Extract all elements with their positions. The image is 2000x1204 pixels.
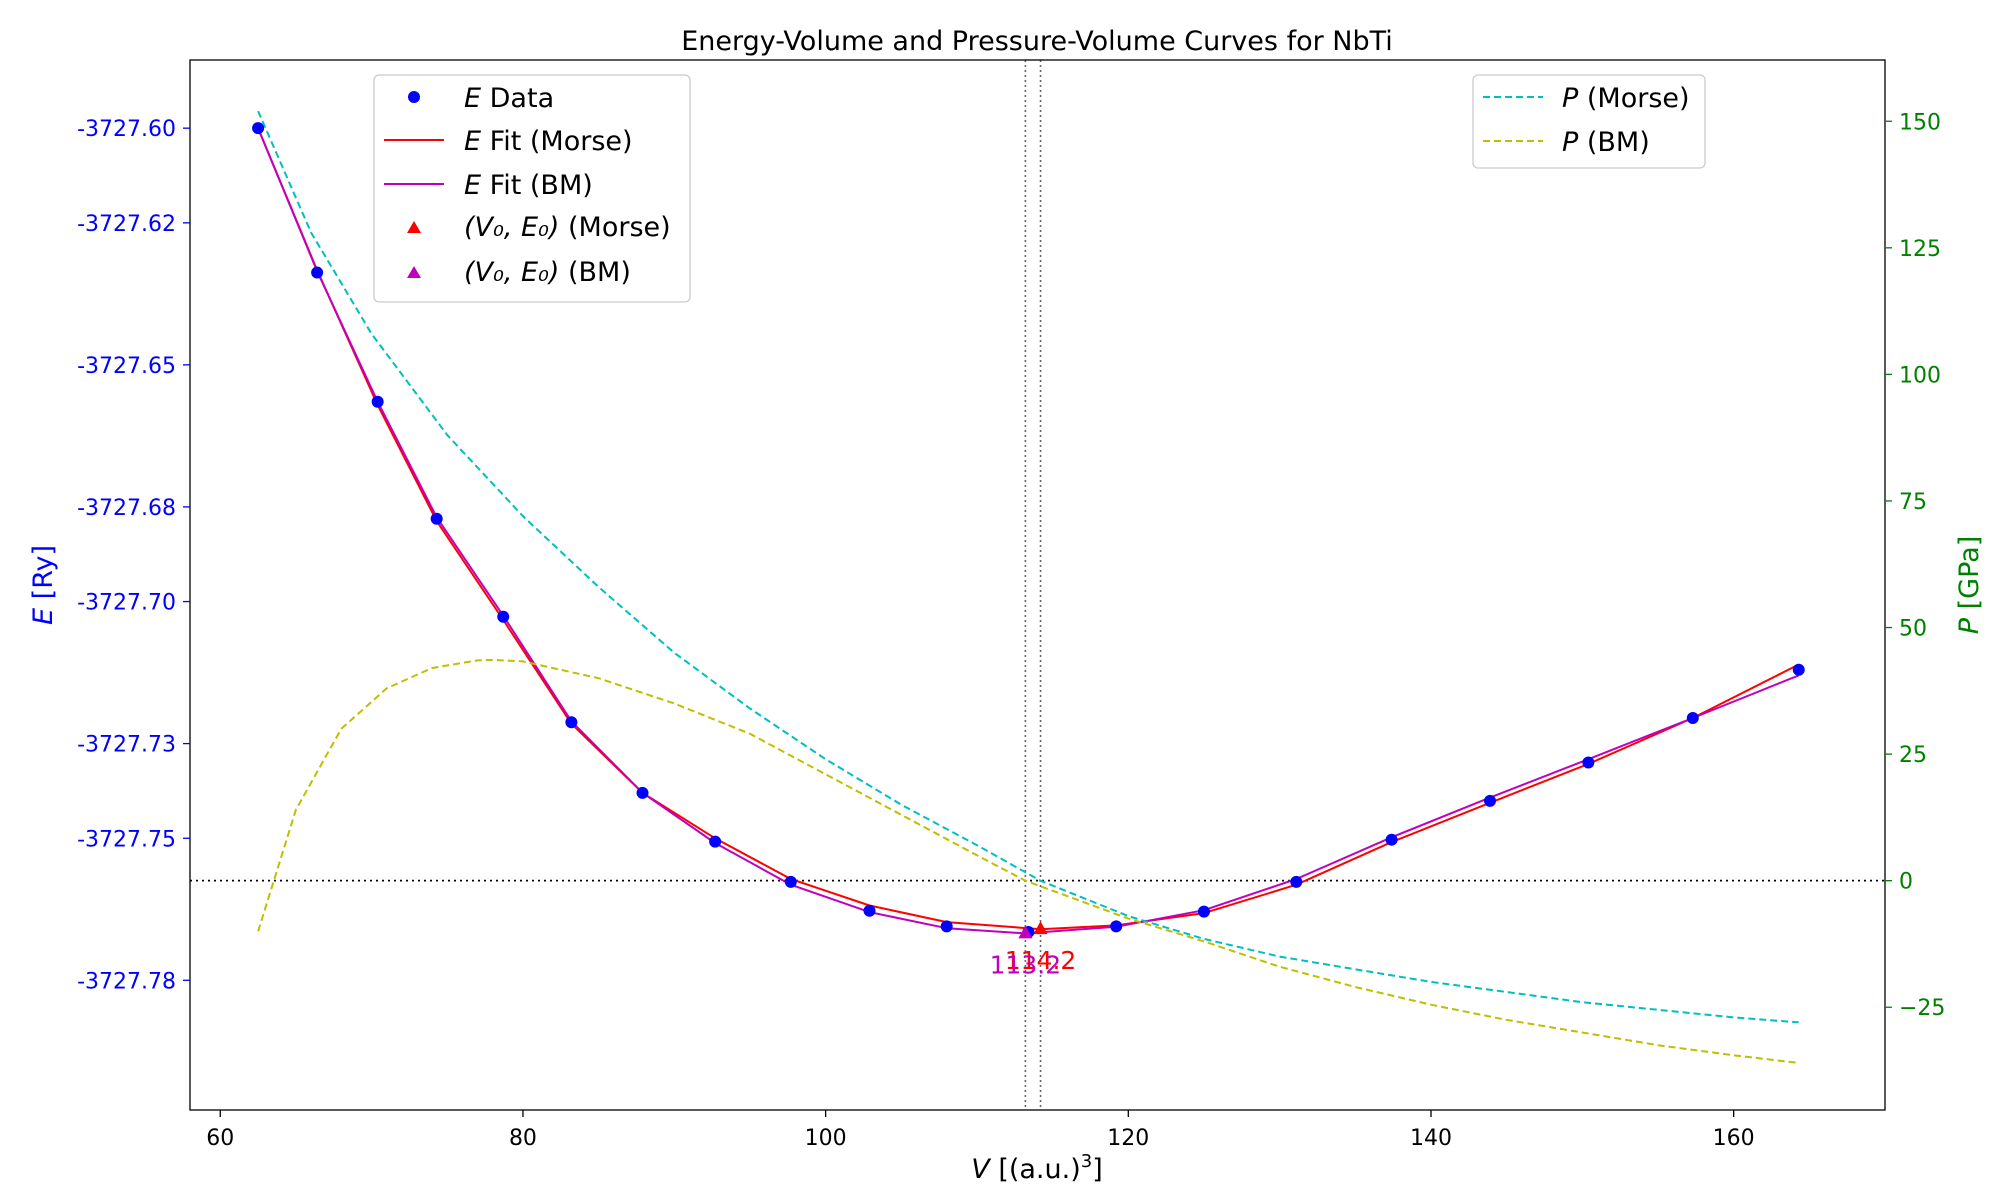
legend-p-morse-label: P (Morse) xyxy=(1562,83,1690,114)
left-y-tick-label: -3727.70 xyxy=(77,591,176,616)
x-axis-label-sup: 3 xyxy=(1081,1151,1092,1172)
e-data-point xyxy=(252,122,265,135)
legend-energy-box xyxy=(373,74,691,303)
curves-layer xyxy=(190,60,1885,1110)
e-data-point xyxy=(1484,794,1497,807)
e-data-point xyxy=(1110,920,1123,933)
e-data-point xyxy=(1686,712,1699,725)
e-data-point xyxy=(940,920,953,933)
left-y-tick-label: -3727.60 xyxy=(77,117,176,142)
x-tick-label: 120 xyxy=(1107,1126,1149,1151)
right-y-tick-label: 100 xyxy=(1899,363,1941,388)
legend-pressure: P (Morse) P (BM) xyxy=(1472,74,1706,169)
e-data-point xyxy=(636,786,649,799)
left-y-tick-label: -3727.65 xyxy=(77,354,176,379)
e-data-point xyxy=(1582,756,1595,769)
e-data-point xyxy=(565,716,578,729)
e-data-point xyxy=(430,512,443,525)
e-data-point xyxy=(1290,875,1303,888)
left-y-tick-label: -3727.75 xyxy=(77,827,176,852)
axes-layer: 60 80 100 120 140 160 -3727.60 -3727.62 -3727.65… xyxy=(77,110,1945,1151)
e-data-point xyxy=(371,395,384,408)
right-y-tick-label: 50 xyxy=(1899,617,1927,642)
legend-e-data-swatch xyxy=(408,91,420,103)
right-y-tick-label: 0 xyxy=(1899,870,1913,895)
p-bm-line xyxy=(257,658,1799,1064)
legend-v0-morse-swatch xyxy=(407,221,421,233)
e-data-point xyxy=(1197,905,1210,918)
x-axis-label-var: V xyxy=(971,1154,992,1185)
left-axis-label: E [Ry] xyxy=(28,545,59,625)
v0-e-bm-marker xyxy=(1018,925,1033,939)
e-data-point xyxy=(311,266,324,279)
legend-v0-bm-swatch xyxy=(407,266,421,278)
v0-e-morse-annotation: 114.2 xyxy=(1005,946,1077,975)
left-axis-label-unit: [Ry] xyxy=(28,545,59,608)
x-tick-label: 60 xyxy=(206,1126,234,1151)
left-y-tick-label: -3727.73 xyxy=(77,733,176,758)
x-axis-label-unit: [(a.u.) xyxy=(990,1154,1081,1185)
e-data-point xyxy=(1385,833,1398,846)
legend-v0-bm-label: (V₀, E₀) (BM) xyxy=(464,257,631,288)
right-axis-label-unit: [GPa] xyxy=(1954,536,1985,618)
e-fit-morse-line xyxy=(257,127,1800,931)
legend-v0-morse-label: (V₀, E₀) (Morse) xyxy=(464,212,671,243)
legend-energy: E Data E Fit (Morse) E Fit (BM) (V₀, E₀)… xyxy=(373,74,691,303)
e-data-point xyxy=(497,610,510,623)
legend-pressure-box xyxy=(1472,74,1706,169)
right-axis-label-var: P xyxy=(1954,617,1985,634)
left-axis-label-var: E xyxy=(28,608,59,625)
right-y-tick-label: 25 xyxy=(1899,743,1927,768)
x-tick-label: 140 xyxy=(1410,1126,1452,1151)
right-axis-label: P [GPa] xyxy=(1954,536,1985,634)
x-tick-label: 160 xyxy=(1713,1126,1755,1151)
right-y-tick-label: −25 xyxy=(1899,996,1945,1021)
legend-e-fit-morse-label: E Fit (Morse) xyxy=(464,126,633,157)
e-data-point xyxy=(863,904,876,917)
chart-title: Energy-Volume and Pressure-Volume Curves… xyxy=(681,26,1393,57)
x-axis-label-close: ] xyxy=(1092,1154,1103,1185)
v0-e-morse-marker xyxy=(1033,921,1048,935)
v0-e-bm-annotation: 113.2 xyxy=(990,950,1062,979)
p-morse-line xyxy=(257,110,1799,1024)
x-tick-label: 80 xyxy=(509,1126,537,1151)
left-y-tick-label: -3727.78 xyxy=(77,969,176,994)
plot-frame xyxy=(189,59,1886,1111)
legend-e-fit-bm-label: E Fit (BM) xyxy=(464,170,593,201)
e-data-point xyxy=(709,835,722,848)
right-y-tick-label: 125 xyxy=(1899,237,1941,262)
e-fit-bm-line xyxy=(257,127,1800,935)
left-y-tick-label: -3727.68 xyxy=(77,496,176,521)
x-axis-label: V [(a.u.)3] xyxy=(971,1151,1103,1185)
legend-p-bm-label: P (BM) xyxy=(1562,127,1650,158)
legend-e-data-label: E Data xyxy=(464,83,554,114)
right-y-tick-label: 75 xyxy=(1899,490,1927,515)
left-y-tick-label: -3727.62 xyxy=(77,212,176,237)
e-data-point xyxy=(784,875,797,888)
right-y-tick-label: 150 xyxy=(1899,110,1941,135)
e-data-point xyxy=(1792,663,1805,676)
x-tick-label: 100 xyxy=(805,1126,847,1151)
